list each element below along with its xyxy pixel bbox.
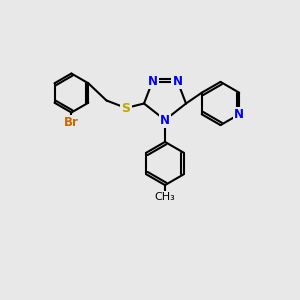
Text: N: N (234, 108, 244, 121)
Text: S: S (122, 101, 130, 115)
Text: N: N (147, 75, 158, 88)
Text: CH₃: CH₃ (154, 192, 176, 202)
Text: Br: Br (64, 116, 79, 130)
Text: N: N (172, 75, 183, 88)
Text: N: N (160, 113, 170, 127)
